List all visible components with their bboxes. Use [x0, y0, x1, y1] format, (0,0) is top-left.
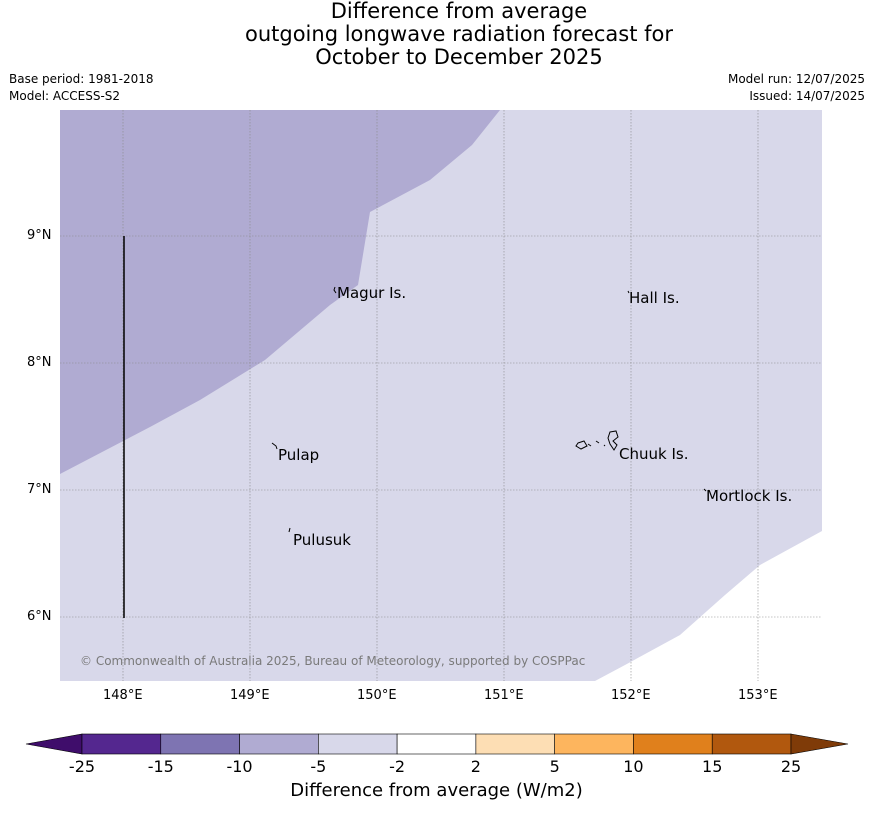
place-label-pulusuk: Pulusuk	[293, 531, 351, 549]
colorbar	[25, 733, 849, 755]
islands	[271, 286, 707, 533]
chuuk-island-small-2	[595, 440, 600, 444]
place-label-pulap: Pulap	[278, 446, 320, 464]
map-title: Difference from average outgoing longwav…	[0, 0, 873, 69]
lon-label-151: 151°E	[484, 688, 524, 703]
colorbar-segment	[318, 733, 398, 755]
chuuk-island-east	[607, 430, 619, 451]
colorbar-segment	[633, 733, 713, 755]
colorbar-segment	[81, 733, 162, 755]
colorbar-tick-label: -2	[389, 757, 406, 776]
place-label-chuuk: Chuuk Is.	[619, 445, 689, 463]
lon-label-152: 152°E	[611, 688, 651, 703]
colorbar-tick-label: -10	[226, 757, 253, 776]
lat-label-7: 7°N	[27, 482, 52, 497]
magur-island-shape	[333, 286, 337, 294]
title-line-2: outgoing longwave radiation forecast for	[244, 22, 674, 46]
pulap-island-shape	[271, 442, 278, 450]
lon-label-149: 149°E	[230, 688, 270, 703]
lat-label-8: 8°N	[27, 355, 52, 370]
hall-island-shape	[627, 290, 630, 294]
colorbar-extend-high	[790, 733, 849, 755]
chuuk-island-small-1	[587, 443, 592, 447]
colorbar-segment	[554, 733, 634, 755]
title-line-3: October to December 2025	[315, 45, 603, 69]
colorbar-title: Difference from average (W/m2)	[290, 780, 583, 801]
colorbar-tick-label: -25	[68, 757, 96, 776]
colorbar-segment	[160, 733, 240, 755]
colorbar-tick-label: 5	[549, 757, 560, 776]
colorbar-segment	[475, 733, 555, 755]
chuuk-island-west	[575, 440, 588, 450]
lon-label-150: 150°E	[357, 688, 397, 703]
gridlines	[60, 110, 822, 681]
map-region-dark	[60, 110, 500, 474]
pulusuk-island-shape	[288, 527, 291, 533]
colorbar-segment	[711, 733, 792, 755]
title-line-1: Difference from average	[330, 0, 588, 23]
colorbar-tick-label: 15	[702, 757, 723, 776]
meta-left: Base period: 1981-2018 Model: ACCESS-S2	[9, 71, 154, 105]
colorbar-tick-label: -15	[147, 757, 174, 776]
colorbar-tick-label: 10	[623, 757, 644, 776]
map-region-white	[595, 531, 822, 681]
lat-label-6: 6°N	[27, 609, 52, 624]
colorbar-segment	[239, 733, 319, 755]
model-run: Model run: 12/07/2025	[727, 72, 865, 86]
lon-label-153: 153°E	[738, 688, 778, 703]
issued-date: Issued: 14/07/2025	[749, 89, 865, 103]
place-label-mortlock: Mortlock Is.	[706, 487, 793, 505]
colorbar-extend-low	[25, 733, 83, 755]
base-period: Base period: 1981-2018	[9, 72, 154, 86]
mortlock-island-shape	[703, 488, 707, 492]
colorbar-tick-label: -5	[310, 757, 327, 776]
lon-label-148: 148°E	[103, 688, 143, 703]
place-label-hall: Hall Is.	[629, 289, 680, 307]
colorbar-tick-label: 25	[780, 757, 802, 776]
colorbar-segment	[396, 733, 477, 755]
place-label-magur: Magur Is.	[337, 284, 407, 302]
copyright-text: © Commonwealth of Australia 2025, Bureau…	[80, 654, 586, 668]
colorbar-tick-label: 2	[470, 757, 481, 776]
meta-right: Model run: 12/07/2025 Issued: 14/07/2025	[728, 71, 865, 105]
model-name: Model: ACCESS-S2	[9, 89, 121, 103]
lat-label-9: 9°N	[27, 228, 52, 243]
chuuk-island-small-3	[603, 444, 606, 447]
